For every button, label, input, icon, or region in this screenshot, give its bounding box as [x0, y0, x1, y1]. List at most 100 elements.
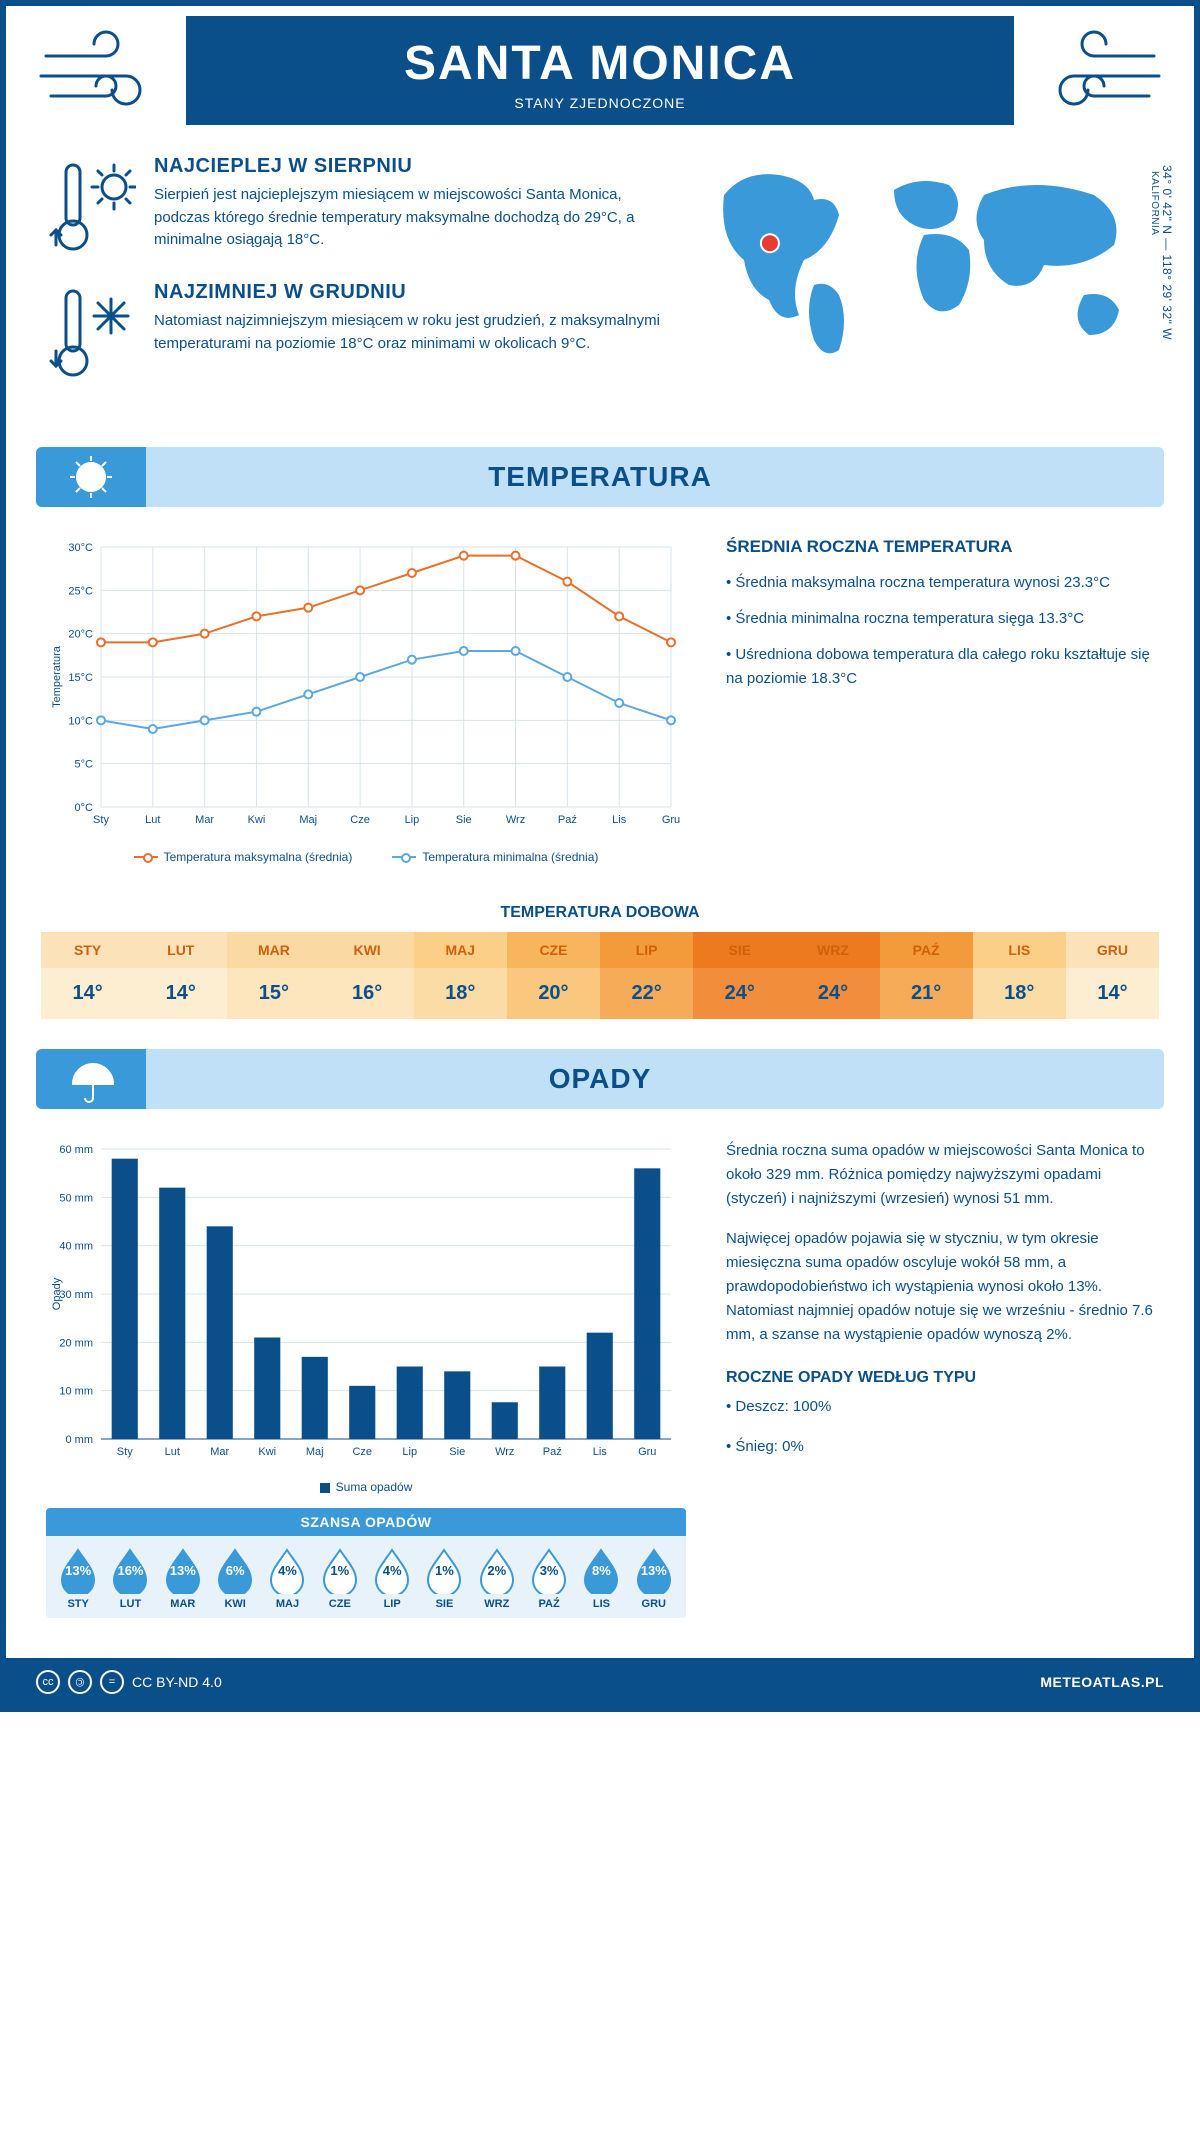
daily-cell: LIS18°	[973, 932, 1066, 1019]
chance-title: SZANSA OPADÓW	[46, 1508, 686, 1536]
cc-nd-icon: =	[100, 1670, 124, 1694]
daily-cell: SIE24°	[693, 932, 786, 1019]
svg-text:10°C: 10°C	[68, 715, 93, 727]
svg-text:5°C: 5°C	[75, 759, 94, 771]
coldest-block: NAJZIMNIEJ W GRUDNIU Natomiast najzimnie…	[46, 281, 664, 381]
svg-text:Maj: Maj	[299, 814, 317, 826]
svg-text:40 mm: 40 mm	[59, 1241, 93, 1253]
daily-cell: LIP22°	[600, 932, 693, 1019]
svg-text:0°C: 0°C	[75, 802, 94, 814]
daily-cell: GRU14°	[1066, 932, 1159, 1019]
svg-text:Maj: Maj	[306, 1446, 324, 1458]
brand-text: METEOATLAS.PL	[1040, 1674, 1164, 1690]
warmest-title: NAJCIEPLEJ W SIERPNIU	[154, 155, 664, 178]
precipitation-section-bar: OPADY	[36, 1049, 1164, 1109]
svg-text:Mar: Mar	[210, 1446, 229, 1458]
legend-max-label: Temperatura maksymalna (średnia)	[164, 850, 353, 864]
svg-text:0 mm: 0 mm	[66, 1434, 94, 1446]
avg-temp-title: ŚREDNIA ROCZNA TEMPERATURA	[726, 537, 1154, 557]
svg-text:Kwi: Kwi	[258, 1446, 276, 1458]
daily-temp-table: STY14°LUT14°MAR15°KWI16°MAJ18°CZE20°LIP2…	[41, 932, 1159, 1019]
thermometer-sun-icon	[46, 155, 136, 255]
daily-temp-title: TEMPERATURA DOBOWA	[6, 904, 1194, 922]
svg-text:Wrz: Wrz	[506, 814, 525, 826]
svg-text:30 mm: 30 mm	[59, 1289, 93, 1301]
daily-cell: KWI16°	[321, 932, 414, 1019]
svg-text:Lip: Lip	[405, 814, 420, 826]
precipitation-row: 0 mm10 mm20 mm30 mm40 mm50 mm60 mmOpadyS…	[6, 1119, 1194, 1628]
precip-type-bullet: • Śnieg: 0%	[726, 1435, 1154, 1459]
wind-decoration-left-icon	[36, 26, 176, 116]
chance-cell: 6%KWI	[209, 1546, 261, 1610]
umbrella-icon	[36, 1049, 146, 1109]
svg-text:Cze: Cze	[350, 814, 370, 826]
city-title: SANTA MONICA	[186, 36, 1014, 91]
daily-cell: WRZ24°	[786, 932, 879, 1019]
daily-cell: CZE20°	[507, 932, 600, 1019]
header-banner: SANTA MONICA STANY ZJEDNOCZONE	[186, 16, 1014, 125]
svg-text:Opady: Opady	[51, 1277, 63, 1310]
chance-cell: 1%SIE	[418, 1546, 470, 1610]
svg-text:Sie: Sie	[456, 814, 472, 826]
svg-text:10 mm: 10 mm	[59, 1386, 93, 1398]
daily-cell: LUT14°	[134, 932, 227, 1019]
svg-text:Lip: Lip	[402, 1446, 417, 1458]
chance-cell: 13%GRU	[628, 1546, 680, 1610]
location-marker-icon	[761, 234, 779, 252]
chance-cell: 13%STY	[52, 1546, 104, 1610]
sun-icon	[36, 447, 146, 507]
svg-text:Sie: Sie	[449, 1446, 465, 1458]
warmest-description: Sierpień jest najcieplejszym miesiącem w…	[154, 184, 664, 252]
daily-cell: MAJ18°	[414, 932, 507, 1019]
svg-text:Gru: Gru	[638, 1446, 656, 1458]
warmest-text: NAJCIEPLEJ W SIERPNIU Sierpień jest najc…	[154, 155, 664, 255]
cc-icon: cc	[36, 1670, 60, 1694]
chance-cell: 3%PAŹ	[523, 1546, 575, 1610]
svg-text:20°C: 20°C	[68, 629, 93, 641]
daily-cell: STY14°	[41, 932, 134, 1019]
intro-left: NAJCIEPLEJ W SIERPNIU Sierpień jest najc…	[46, 155, 664, 407]
license-block: cc 🄯 = CC BY-ND 4.0	[36, 1670, 222, 1694]
temperature-section-title: TEMPERATURA	[488, 461, 712, 492]
precipitation-chart: 0 mm10 mm20 mm30 mm40 mm50 mm60 mmOpadyS…	[46, 1139, 686, 1618]
region-text: KALIFORNIA	[1149, 171, 1160, 340]
svg-text:Sty: Sty	[93, 814, 109, 826]
temperature-section-bar: TEMPERATURA	[36, 447, 1164, 507]
temp-bullet: • Średnia maksymalna roczna temperatura …	[726, 571, 1154, 595]
chance-cell: 16%LUT	[104, 1546, 156, 1610]
temperature-side-text: ŚREDNIA ROCZNA TEMPERATURA • Średnia mak…	[726, 537, 1154, 864]
world-map-icon	[694, 155, 1154, 365]
svg-text:Gru: Gru	[662, 814, 680, 826]
temp-bullet: • Średnia minimalna roczna temperatura s…	[726, 607, 1154, 631]
warmest-block: NAJCIEPLEJ W SIERPNIU Sierpień jest najc…	[46, 155, 664, 255]
country-subtitle: STANY ZJEDNOCZONE	[186, 95, 1014, 111]
svg-text:Sty: Sty	[117, 1446, 133, 1458]
svg-text:Wrz: Wrz	[495, 1446, 514, 1458]
svg-text:30°C: 30°C	[68, 542, 93, 554]
temperature-row: 0°C5°C10°C15°C20°C25°C30°CStyLutMarKwiMa…	[6, 517, 1194, 884]
temperature-legend: Temperatura maksymalna (średnia) Tempera…	[46, 850, 686, 864]
precipitation-legend: Suma opadów	[46, 1480, 686, 1494]
coldest-text: NAJZIMNIEJ W GRUDNIU Natomiast najzimnie…	[154, 281, 664, 381]
wind-decoration-right-icon	[1024, 26, 1164, 116]
svg-text:Temperatura: Temperatura	[51, 645, 63, 708]
svg-text:Lis: Lis	[612, 814, 627, 826]
chance-cell: 4%LIP	[366, 1546, 418, 1610]
svg-text:50 mm: 50 mm	[59, 1192, 93, 1204]
footer: cc 🄯 = CC BY-ND 4.0 METEOATLAS.PL	[6, 1658, 1194, 1706]
chance-cell: 1%CZE	[314, 1546, 366, 1610]
svg-text:Lut: Lut	[165, 1446, 180, 1458]
temperature-chart: 0°C5°C10°C15°C20°C25°C30°CStyLutMarKwiMa…	[46, 537, 686, 864]
coldest-description: Natomiast najzimniejszym miesiącem w rok…	[154, 310, 664, 355]
temp-bullet: • Uśredniona dobowa temperatura dla całe…	[726, 643, 1154, 691]
svg-text:15°C: 15°C	[68, 672, 93, 684]
page: SANTA MONICA STANY ZJEDNOCZONE NAJCIEPLE…	[0, 0, 1200, 1712]
daily-cell: MAR15°	[227, 932, 320, 1019]
map-container: 34° 0' 42" N — 118° 29' 32" W KALIFORNIA	[694, 155, 1154, 407]
svg-text:Paź: Paź	[543, 1446, 562, 1458]
precip-type-bullet: • Deszcz: 100%	[726, 1395, 1154, 1419]
legend-min-label: Temperatura minimalna (średnia)	[422, 850, 598, 864]
precipitation-side-text: Średnia roczna suma opadów w miejscowośc…	[726, 1139, 1154, 1618]
precip-p2: Najwięcej opadów pojawia się w styczniu,…	[726, 1227, 1154, 1347]
chance-cell: 2%WRZ	[471, 1546, 523, 1610]
